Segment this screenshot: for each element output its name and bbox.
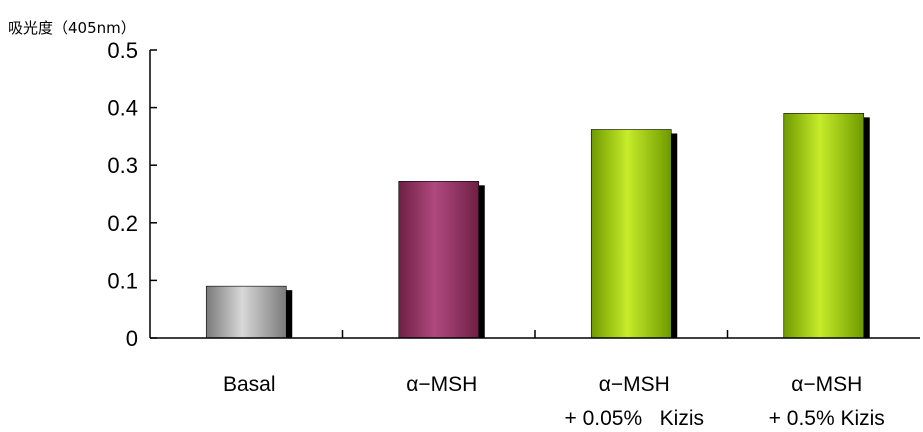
y-tick-label: 0.1 — [107, 268, 138, 293]
category-label: α−MSH — [791, 373, 862, 396]
category-label: α−MSH — [406, 373, 477, 396]
y-tick-label: 0.5 — [107, 38, 138, 63]
category-label: Basal — [223, 373, 276, 396]
category-labels: Basal α−MSH α−MSH + 0.05% Kizis α−MSH + 0.5% … — [223, 373, 885, 430]
y-axis-ticks: 0 0.1 0.2 0.3 0.4 0.5 — [107, 38, 157, 351]
y-axis-label: 吸光度（405nm） — [8, 19, 136, 37]
y-tick-label: 0 — [126, 326, 138, 351]
category-label: α−MSH — [599, 373, 670, 396]
bar — [398, 181, 480, 339]
bar — [205, 285, 287, 339]
axes — [149, 50, 920, 339]
y-tick-label: 0.4 — [107, 96, 138, 121]
bar — [783, 113, 865, 339]
bars — [205, 113, 870, 339]
category-label-line2: + 0.05% Kizis — [565, 407, 704, 430]
y-tick-label: 0.3 — [107, 153, 138, 178]
y-tick-label: 0.2 — [107, 211, 138, 236]
bar — [590, 129, 672, 339]
category-label-line2: + 0.5% Kizis — [769, 407, 885, 430]
